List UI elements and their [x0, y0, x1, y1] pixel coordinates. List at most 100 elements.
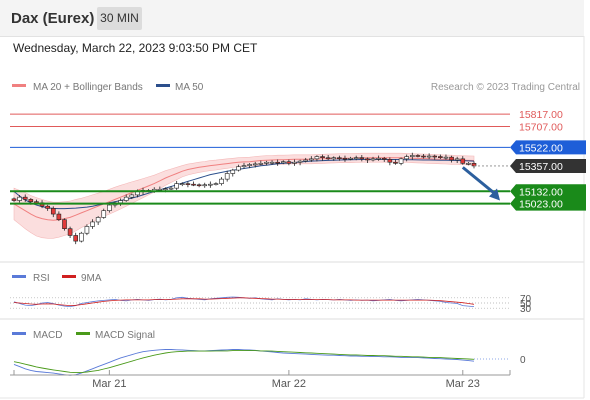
- candle: [365, 157, 370, 164]
- candle-body: [62, 219, 67, 230]
- candle: [196, 183, 202, 188]
- projection-arrow: [461, 166, 497, 196]
- candle: [67, 226, 73, 238]
- pivot-label: 15522.00: [519, 142, 563, 154]
- candle: [224, 170, 230, 182]
- candle: [421, 154, 426, 159]
- candle-body: [432, 155, 438, 158]
- candle: [353, 155, 359, 161]
- candle-body: [325, 157, 331, 160]
- x-tick-label: Mar 21: [92, 378, 126, 390]
- candle-body: [11, 198, 17, 201]
- candle-body: [438, 156, 443, 159]
- candle-body: [118, 200, 123, 204]
- candle-body: [179, 183, 185, 185]
- report-datetime: Wednesday, March 22, 2023 9:03:50 PM CET: [13, 41, 258, 55]
- ma20-legend-label: MA 20 + Bollinger Bands: [33, 82, 143, 93]
- x-tick-label: Mar 22: [272, 378, 306, 390]
- candle-body: [342, 157, 348, 160]
- macd-signal-legend-swatch: [76, 332, 90, 335]
- candle-body: [230, 169, 236, 174]
- candle: [325, 155, 331, 161]
- candle: [219, 177, 224, 186]
- candle: [95, 216, 101, 225]
- ma20-legend-swatch: [12, 84, 26, 87]
- candle-body: [280, 161, 286, 164]
- candle-body: [45, 205, 50, 209]
- candle: [342, 155, 348, 162]
- candle-body: [168, 187, 174, 190]
- candle: [22, 194, 28, 202]
- candle-body: [303, 159, 309, 162]
- candle-body: [337, 157, 342, 160]
- rsi-level-label: 70: [520, 294, 532, 305]
- candle-body: [443, 156, 449, 159]
- candle: [269, 160, 275, 165]
- candle: [359, 155, 365, 162]
- rsi-ma-legend-swatch: [62, 275, 76, 278]
- candle: [84, 224, 90, 236]
- candle-body: [381, 157, 387, 160]
- candle-body: [129, 194, 135, 198]
- timeframe-button[interactable]: 30 MIN: [97, 7, 142, 30]
- candle-body: [101, 210, 107, 218]
- candle: [337, 155, 342, 161]
- rsi-ma-line: [13, 297, 475, 307]
- candle-body: [269, 161, 275, 164]
- candle-body: [28, 199, 34, 202]
- candle: [415, 154, 421, 158]
- candle-body: [185, 183, 191, 185]
- macd-line: [13, 349, 475, 376]
- candle: [236, 164, 241, 172]
- candle: [449, 155, 454, 163]
- candle: [286, 159, 292, 166]
- resistance-1-label: 15707.00: [519, 122, 563, 134]
- projection-arrowhead: [489, 188, 500, 201]
- candle-body: [370, 158, 376, 161]
- candle: [460, 156, 466, 165]
- candle-body: [331, 157, 337, 160]
- candle-body: [107, 204, 112, 211]
- candle: [191, 181, 196, 187]
- candle-body: [73, 235, 79, 242]
- candle: [432, 154, 438, 160]
- ma50-legend-swatch: [156, 84, 170, 87]
- candle: [292, 159, 297, 166]
- support-1-label: 15132.00: [519, 186, 563, 198]
- macd-signal-legend-label: MACD Signal: [95, 330, 155, 341]
- last-label: 15357.00: [519, 161, 563, 173]
- candle-body: [365, 158, 370, 161]
- candle-body: [50, 208, 56, 215]
- candle: [101, 208, 107, 219]
- candle-body: [426, 155, 432, 158]
- candle-body: [353, 157, 359, 160]
- candle: [376, 155, 381, 161]
- candle-body: [95, 217, 101, 223]
- candle-body: [174, 183, 179, 189]
- candle: [426, 153, 432, 160]
- candle: [398, 157, 404, 166]
- candle-body: [275, 161, 280, 164]
- candle: [454, 156, 460, 164]
- candle: [90, 219, 95, 229]
- candle: [314, 155, 320, 162]
- candle: [241, 162, 247, 169]
- price-plot-area: [11, 152, 477, 245]
- rsi-legend-label: RSI: [33, 273, 50, 284]
- last-tag: [510, 158, 586, 173]
- candle: [331, 156, 337, 161]
- candle: [185, 181, 191, 188]
- candle-body: [348, 157, 353, 160]
- candle-body: [157, 188, 163, 191]
- candle: [230, 168, 236, 177]
- candle: [168, 186, 174, 191]
- candle-body: [309, 158, 314, 161]
- candle-body: [224, 173, 230, 180]
- chart-header: Dax (Eurex) 30 MIN: [0, 0, 584, 37]
- candle: [258, 160, 264, 166]
- candle: [208, 181, 213, 188]
- candle-body: [67, 228, 73, 236]
- candle: [11, 197, 17, 202]
- resistance-2-label: 15817.00: [519, 109, 563, 121]
